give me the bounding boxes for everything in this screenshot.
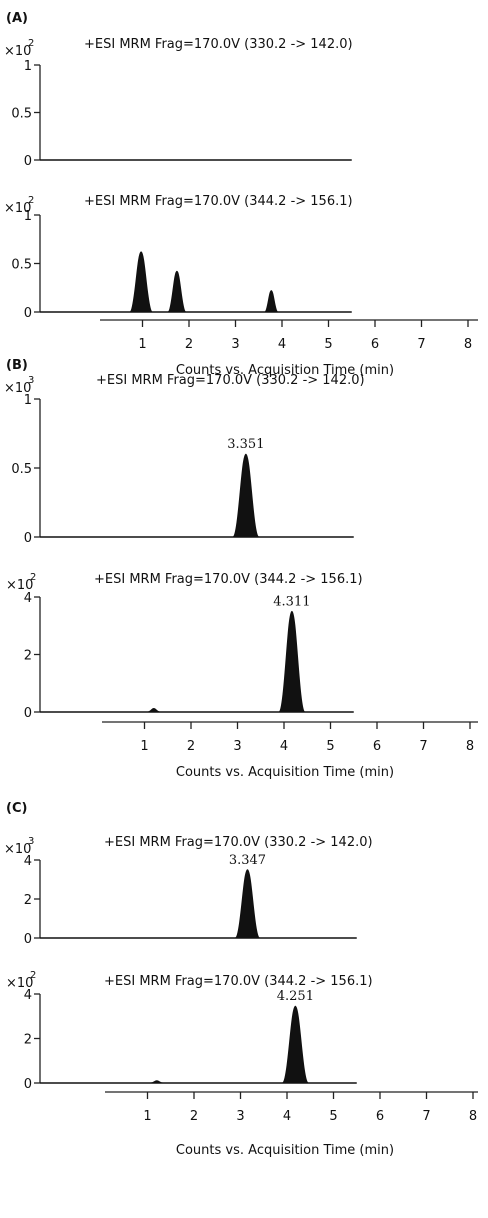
- panel-label: (C): [6, 801, 27, 816]
- scale-factor: ×10: [4, 842, 31, 857]
- x-tick-label: 7: [419, 739, 427, 754]
- y-tick-label: 0: [24, 1077, 32, 1092]
- trace-title: +ESI MRM Frag=170.0V (330.2 -> 142.0): [96, 373, 365, 388]
- x-tick-label: 3: [233, 739, 241, 754]
- x-tick-label: 1: [143, 1109, 151, 1124]
- chromatogram-trace-plot: ×102 +ESI MRM Frag=170.0V (344.2 -> 156.1…: [6, 970, 373, 1092]
- peak-retention-label: 3.351: [227, 437, 264, 452]
- peak-retention-label: 3.347: [229, 853, 266, 868]
- chromatogram-peak: [129, 251, 153, 313]
- scale-exponent: 2: [28, 38, 34, 49]
- time-axis: 1 2 3 4 5 6 7 8 Counts vs. Acquisition Time (min…: [102, 721, 478, 780]
- scale-factor: ×10: [4, 44, 31, 59]
- x-tick-label: 4: [283, 1109, 291, 1124]
- x-tick-label: 2: [187, 739, 195, 754]
- y-tick-label: 0.5: [11, 462, 32, 477]
- chromatogram-peak: [232, 453, 260, 538]
- y-tick-label: 4: [24, 854, 32, 869]
- x-axis-label: Counts vs. Acquisition Time (min): [176, 765, 394, 780]
- x-tick-label: 8: [464, 337, 472, 352]
- x-tick-label: 5: [326, 739, 334, 754]
- y-tick-label: 0: [24, 154, 32, 169]
- x-tick-label: 1: [138, 337, 146, 352]
- trace-title: +ESI MRM Frag=170.0V (330.2 -> 142.0): [104, 835, 373, 850]
- x-tick-label: 1: [140, 739, 148, 754]
- y-tick-label: 0.5: [11, 107, 32, 122]
- scale-factor: ×10: [4, 381, 31, 396]
- x-tick-label: 4: [280, 739, 288, 754]
- x-tick-label: 8: [469, 1109, 477, 1124]
- time-axis: 1 2 3 4 5 6 7 8 Counts vs. Acquisition Time (min…: [105, 1091, 478, 1158]
- chromatogram-trace-plot: (B) ×103 +ESI MRM Frag=170.0V (330.2 -> 14…: [4, 358, 365, 546]
- y-tick-label: 4: [24, 591, 32, 606]
- trace-title: +ESI MRM Frag=170.0V (344.2 -> 156.1): [84, 194, 353, 209]
- x-tick-label: 5: [329, 1109, 337, 1124]
- x-tick-label: 7: [417, 337, 425, 352]
- chromatogram-trace-plot: ×102 +ESI MRM Frag=170.0V (344.2 -> 156.1…: [4, 194, 353, 321]
- chromatogram-peak: [264, 290, 279, 313]
- x-tick-label: 5: [324, 337, 332, 352]
- scale-exponent: 3: [28, 836, 34, 847]
- scale-exponent: 3: [28, 375, 34, 386]
- chromatogram-trace-plot: (A) ×102 +ESI MRM Frag=170.0V (330.2 -> 14…: [4, 11, 353, 169]
- y-tick-label: 0.5: [11, 258, 32, 273]
- peak-retention-label: 4.251: [277, 989, 314, 1004]
- y-tick-label: 1: [24, 59, 32, 74]
- y-tick-label: 2: [24, 1033, 32, 1048]
- trace-title: +ESI MRM Frag=170.0V (330.2 -> 142.0): [84, 37, 353, 52]
- peak-retention-label: 4.311: [273, 594, 310, 609]
- x-tick-label: 2: [190, 1109, 198, 1124]
- y-tick-label: 0: [24, 932, 32, 947]
- scale-factor: ×10: [6, 578, 33, 593]
- y-tick-label: 4: [24, 988, 32, 1003]
- chromatogram-plots: (A)×102 +ESI MRM Frag=170.0V (330.2 -> 14…: [4, 11, 373, 1092]
- scale-exponent: 2: [30, 572, 36, 583]
- scale-exponent: 2: [30, 970, 36, 981]
- panel-label: (A): [6, 11, 28, 26]
- x-tick-label: 8: [466, 739, 474, 754]
- y-tick-label: 0: [24, 706, 32, 721]
- y-tick-label: 1: [24, 209, 32, 224]
- x-tick-label: 3: [236, 1109, 244, 1124]
- y-tick-label: 0: [24, 306, 32, 321]
- panel-label: (B): [6, 358, 28, 373]
- chromatogram-peak: [281, 1005, 309, 1084]
- chromatogram-peak: [147, 708, 160, 713]
- trace-title: +ESI MRM Frag=170.0V (344.2 -> 156.1): [94, 572, 363, 587]
- x-axis-label: Counts vs. Acquisition Time (min): [176, 1143, 394, 1158]
- scale-exponent: 2: [28, 195, 34, 206]
- y-tick-label: 2: [24, 893, 32, 908]
- x-axis-label: Counts vs. Acquisition Time (min): [176, 363, 394, 378]
- x-tick-label: 6: [371, 337, 379, 352]
- chromatogram-peak: [150, 1080, 163, 1084]
- y-tick-label: 1: [24, 393, 32, 408]
- scale-factor: ×10: [6, 976, 33, 991]
- x-tick-label: 4: [278, 337, 286, 352]
- trace-title: +ESI MRM Frag=170.0V (344.2 -> 156.1): [104, 974, 373, 989]
- x-tick-label: 3: [231, 337, 239, 352]
- time-axes: 1 2 3 4 5 6 7 8 Counts vs. Acquisition Time (min…: [100, 319, 478, 1158]
- x-tick-label: 2: [185, 337, 193, 352]
- time-axis: 1 2 3 4 5 6 7 8 Counts vs. Acquisition Time (min…: [100, 319, 478, 378]
- chromatogram-peak: [167, 270, 187, 313]
- chromatogram-peak: [278, 610, 306, 713]
- x-tick-label: 6: [373, 739, 381, 754]
- scale-factor: ×10: [4, 201, 31, 216]
- x-tick-label: 6: [376, 1109, 384, 1124]
- chromatogram-trace-plot: (C) ×103 +ESI MRM Frag=170.0V (330.2 -> 14…: [4, 801, 373, 947]
- y-tick-label: 2: [24, 649, 32, 664]
- y-tick-label: 0: [24, 531, 32, 546]
- chromatogram-trace-plot: ×102 +ESI MRM Frag=170.0V (344.2 -> 156.1…: [6, 572, 363, 721]
- x-tick-label: 7: [422, 1109, 430, 1124]
- chromatogram-peak: [234, 869, 261, 939]
